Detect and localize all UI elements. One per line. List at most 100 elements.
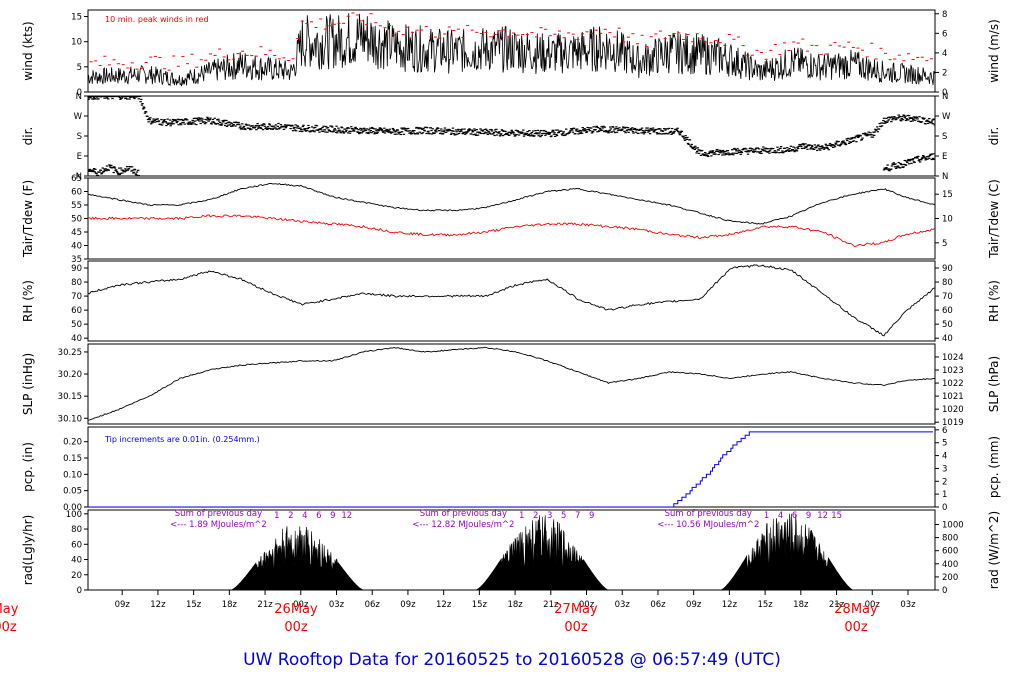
series-line-wind-speed bbox=[88, 13, 935, 87]
tick-label-left: 65 bbox=[71, 174, 82, 184]
tick-label-right: 200 bbox=[942, 573, 958, 583]
time-tick-label: 06z bbox=[650, 600, 666, 610]
panel-frame-wind bbox=[87, 9, 936, 93]
rad-hour-mark: 2 bbox=[533, 511, 538, 521]
time-tick-label: 18z bbox=[507, 600, 523, 610]
y-axis-label-right-temp: Tair/Tdew (C) bbox=[987, 179, 1001, 259]
time-tick-label: 03z bbox=[615, 600, 631, 610]
tick-label-right: 6 bbox=[942, 29, 947, 39]
tick-label-right: 4 bbox=[942, 49, 947, 59]
rad-hour-mark: 5 bbox=[561, 511, 566, 521]
time-tick-label: 09z bbox=[686, 600, 702, 610]
tick-label-right: 0 bbox=[942, 503, 947, 513]
rad-sum-label: Sum of previous day bbox=[175, 509, 262, 519]
tick-label-right: 1020 bbox=[942, 405, 964, 415]
time-tick-label: 00z bbox=[865, 600, 881, 610]
tick-label-right: 2 bbox=[942, 477, 947, 487]
tick-label-right: 1021 bbox=[942, 392, 964, 402]
rad-hour-mark: 3 bbox=[547, 511, 552, 521]
panel-plot-group bbox=[88, 346, 935, 421]
time-tick-label: 12z bbox=[722, 600, 738, 610]
tick-label-left: N bbox=[76, 172, 82, 182]
rad-hour-mark: 9 bbox=[589, 511, 594, 521]
tick-label-right: 5 bbox=[942, 239, 947, 249]
pcp-annotation: Tip increments are 0.01in. (0.254mm.) bbox=[104, 435, 260, 444]
tick-label-right: 800 bbox=[942, 534, 958, 544]
tick-label-right: 4 bbox=[942, 452, 947, 462]
series-line-tair bbox=[88, 182, 935, 225]
tick-label-right: 90 bbox=[942, 264, 953, 274]
tick-label-left: 15 bbox=[71, 13, 82, 23]
rad-sum-value: <--- 1.89 MJoules/m^2 bbox=[170, 520, 267, 530]
radiation-area bbox=[475, 515, 609, 590]
rad-hour-mark: 6 bbox=[792, 511, 797, 521]
rad-hour-mark: 4 bbox=[778, 511, 783, 521]
tick-label-right: 600 bbox=[942, 547, 958, 557]
time-tick-label: 15z bbox=[757, 600, 773, 610]
series-line-tdew bbox=[88, 214, 935, 247]
rad-sum-value: <--- 12.82 MJoules/m^2 bbox=[412, 520, 514, 530]
day-date-label: 27May bbox=[554, 602, 598, 617]
day-date-label: 26May bbox=[274, 602, 318, 617]
tick-label-right: 50 bbox=[942, 320, 953, 330]
tick-label-left: 30.10 bbox=[58, 414, 82, 424]
tick-label-right: 6 bbox=[942, 426, 947, 436]
tick-label-left: N bbox=[76, 92, 82, 102]
tick-label-right: 70 bbox=[942, 292, 953, 302]
day-hour-label: 00z bbox=[844, 620, 868, 635]
tick-label-right: N bbox=[942, 172, 948, 182]
y-axis-label-rh: RH (%) bbox=[21, 280, 35, 322]
time-tick-label: 15z bbox=[472, 600, 488, 610]
tick-label-left: 100 bbox=[66, 510, 82, 520]
panel-plot-group bbox=[88, 12, 935, 87]
panel-plot-group bbox=[230, 513, 854, 590]
y-axis-label-temp: Tair/Tdew (F) bbox=[21, 180, 35, 258]
tick-label-left: 40 bbox=[71, 556, 82, 566]
panel-frame-temp bbox=[87, 177, 936, 260]
tick-label-left: 0.10 bbox=[63, 470, 82, 480]
tick-label-left: S bbox=[77, 132, 82, 142]
tick-label-right: W bbox=[942, 112, 951, 122]
tick-label-left: 50 bbox=[71, 320, 82, 330]
panel-frame-dir bbox=[87, 95, 936, 177]
rad-hour-mark: 12 bbox=[817, 511, 828, 521]
panel-plot-group bbox=[88, 264, 935, 337]
rad-hour-mark: 1 bbox=[519, 511, 524, 521]
y-axis-label-dir: dir. bbox=[21, 127, 35, 146]
y-axis-label-right-rad: rad (W/m^2) bbox=[987, 511, 1001, 589]
time-tick-label: 00z bbox=[293, 600, 309, 610]
tick-label-left: W bbox=[74, 112, 83, 122]
time-tick-label: 00z bbox=[579, 600, 595, 610]
tick-label-right: 1022 bbox=[942, 379, 964, 389]
day-hour-label: 00z bbox=[284, 620, 308, 635]
rad-hour-mark: 15 bbox=[831, 511, 842, 521]
tick-label-right: 0 bbox=[942, 586, 947, 596]
series-line-slp bbox=[88, 346, 935, 421]
tick-label-right: 60 bbox=[942, 306, 953, 316]
tick-label-left: 30.20 bbox=[58, 370, 82, 380]
tick-label-right: 40 bbox=[942, 334, 953, 344]
time-tick-label: 12z bbox=[150, 600, 166, 610]
radiation-area bbox=[720, 513, 854, 590]
time-tick-label: 03z bbox=[329, 600, 345, 610]
time-tick-label: 18z bbox=[793, 600, 809, 610]
rad-hour-mark: 6 bbox=[316, 511, 321, 521]
rad-hour-mark: 2 bbox=[288, 511, 293, 521]
time-tick-label: 15z bbox=[186, 600, 202, 610]
day-date-label: May bbox=[0, 602, 19, 617]
tick-label-right: 1023 bbox=[942, 366, 964, 376]
rad-sum-value: <--- 10.56 MJoules/m^2 bbox=[657, 520, 759, 530]
y-axis-label-right-rh: RH (%) bbox=[987, 280, 1001, 322]
tick-label-right: 400 bbox=[942, 560, 958, 570]
tick-label-left: 70 bbox=[71, 292, 82, 302]
tick-label-right: 1024 bbox=[942, 353, 964, 363]
tick-label-left: 0 bbox=[77, 88, 82, 98]
rad-hour-mark: 9 bbox=[330, 511, 335, 521]
day-date-label: 28May bbox=[834, 602, 878, 617]
tick-label-right: 0 bbox=[942, 88, 947, 98]
radiation-area bbox=[230, 526, 364, 590]
tick-label-left: 80 bbox=[71, 525, 82, 535]
time-tick-label: 09z bbox=[400, 600, 416, 610]
y-axis-label-wind: wind (kts) bbox=[21, 21, 35, 80]
